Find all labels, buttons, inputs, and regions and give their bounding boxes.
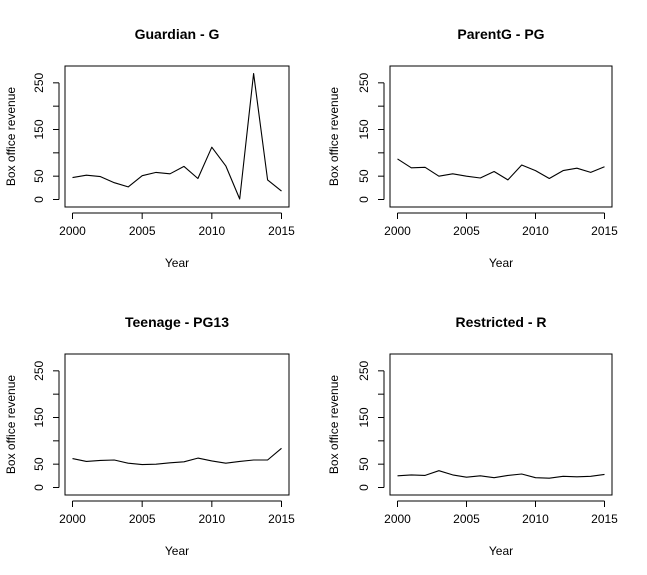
x-axis-label: Year xyxy=(489,544,513,558)
chart-panel-2: ParentG - PG 2000 2005 2010 2015 0 50 150 250 Yea… xyxy=(327,26,618,270)
x-tick-label: 2015 xyxy=(268,512,295,526)
x-tick-label: 2010 xyxy=(522,512,549,526)
chart-title: Restricted - R xyxy=(455,314,546,330)
y-tick-label: 250 xyxy=(32,361,46,381)
y-tick-label: 150 xyxy=(32,119,46,139)
y-axis-label: Box office revenue xyxy=(327,87,341,187)
series-line xyxy=(72,72,282,200)
x-tick-label: 2000 xyxy=(59,224,86,238)
y-tick-label: 250 xyxy=(357,73,371,93)
chart-title: ParentG - PG xyxy=(457,26,544,42)
series-line xyxy=(72,447,282,466)
x-tick-label: 2010 xyxy=(198,224,225,238)
x-tick-label: 2005 xyxy=(453,224,480,238)
y-tick-label: 150 xyxy=(357,407,371,427)
x-axis-label: Year xyxy=(165,256,189,270)
y-tick-label: 0 xyxy=(32,484,46,491)
x-tick-label: 2000 xyxy=(384,224,411,238)
y-axis-label: Box office revenue xyxy=(4,375,18,475)
chart-panel-3: Teenage - PG13 2000 2005 2010 2015 0 50 150 250 Y… xyxy=(4,314,295,558)
x-tick-label: 2010 xyxy=(522,224,549,238)
y-tick-label: 0 xyxy=(32,196,46,203)
x-tick-label: 2005 xyxy=(129,512,156,526)
x-axis-label: Year xyxy=(489,256,513,270)
plot-frame xyxy=(389,65,613,208)
plot-frame xyxy=(389,353,613,496)
y-tick-label: 250 xyxy=(32,73,46,93)
y-axis-label: Box office revenue xyxy=(4,87,18,187)
x-tick-label: 2015 xyxy=(591,512,618,526)
plot-frame xyxy=(64,65,290,208)
y-axis-label: Box office revenue xyxy=(327,375,341,475)
y-tick-label: 150 xyxy=(357,119,371,139)
series-line xyxy=(397,158,605,181)
y-tick-label: 50 xyxy=(357,457,371,471)
y-tick-label: 50 xyxy=(32,457,46,471)
chart-title: Guardian - G xyxy=(135,26,220,42)
chart-panel-1: Guardian - G 2000 2005 2010 2015 0 50 150 250 Yea… xyxy=(4,26,295,270)
x-tick-label: 2015 xyxy=(268,224,295,238)
x-tick-label: 2000 xyxy=(384,512,411,526)
x-tick-label: 2010 xyxy=(198,512,225,526)
y-tick-label: 150 xyxy=(32,407,46,427)
series-line xyxy=(397,470,605,479)
chart-panel-4: Restricted - R 2000 2005 2010 2015 0 50 150 250 Y… xyxy=(327,314,618,558)
x-axis-label: Year xyxy=(165,544,189,558)
y-tick-label: 50 xyxy=(357,169,371,183)
y-tick-label: 0 xyxy=(357,484,371,491)
x-tick-label: 2005 xyxy=(129,224,156,238)
plot-frame xyxy=(64,353,290,496)
chart-title: Teenage - PG13 xyxy=(125,314,229,330)
y-tick-label: 250 xyxy=(357,361,371,381)
y-tick-label: 0 xyxy=(357,196,371,203)
y-tick-label: 50 xyxy=(32,169,46,183)
x-tick-label: 2005 xyxy=(453,512,480,526)
x-tick-label: 2000 xyxy=(59,512,86,526)
x-tick-label: 2015 xyxy=(591,224,618,238)
